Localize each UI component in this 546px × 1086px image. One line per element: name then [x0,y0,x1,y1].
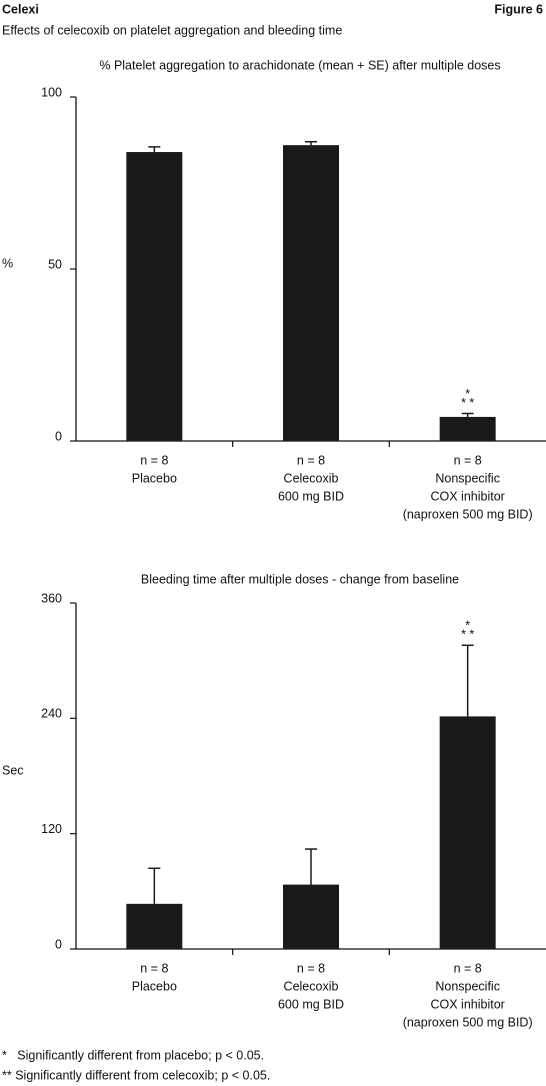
x-tick-label: COX inhibitor [430,489,504,503]
x-tick-label: COX inhibitor [430,997,504,1011]
x-tick-label: Celecoxib [284,471,339,485]
bar [126,903,183,949]
bar [283,145,339,441]
brand: Celexi [2,2,39,16]
footnote: ** Significantly different from celecoxi… [2,1068,270,1082]
x-tick-label: n = 8 [454,453,482,467]
bar [439,416,496,441]
significance-mark: * [465,387,470,401]
figure-label: Figure 6 [494,2,543,16]
y-tick-label: 360 [41,591,62,605]
x-tick-label: n = 8 [297,961,325,975]
y-tick-label: 50 [48,257,62,271]
x-tick-label: n = 8 [454,961,482,975]
footnote: * Significantly different from placebo; … [2,1048,264,1062]
x-tick-label: n = 8 [297,453,325,467]
x-tick-label: 600 mg BID [278,997,344,1011]
chart-title: Bleeding time after multiple doses - cha… [141,572,459,586]
y-tick-label: 120 [41,822,62,836]
subtitle: Effects of celecoxib on platelet aggrega… [2,23,342,37]
x-tick-label: Nonspecific [435,979,500,993]
x-tick-label: (naproxen 500 mg BID) [403,1015,533,1029]
bar [283,884,339,949]
x-tick-label: Placebo [132,979,177,993]
bar [126,152,183,442]
significance-mark: * [465,619,470,633]
x-tick-label: 600 mg BID [278,489,344,503]
chart-title: % Platelet aggregation to arachidonate (… [99,58,500,72]
significance-mark: * * [461,628,474,642]
y-axis-label: % [2,256,13,270]
y-tick-label: 100 [41,85,62,99]
y-tick-label: 0 [55,937,62,951]
x-tick-label: Celecoxib [284,979,339,993]
bar [439,716,496,949]
x-tick-label: (naproxen 500 mg BID) [403,507,533,521]
x-tick-label: Nonspecific [435,471,500,485]
x-tick-label: n = 8 [140,453,168,467]
x-tick-label: n = 8 [140,961,168,975]
y-axis-label: Sec [2,763,24,777]
y-tick-label: 240 [41,707,62,721]
y-tick-label: 0 [55,429,62,443]
x-tick-label: Placebo [132,471,177,485]
significance-mark: * * [461,396,474,410]
